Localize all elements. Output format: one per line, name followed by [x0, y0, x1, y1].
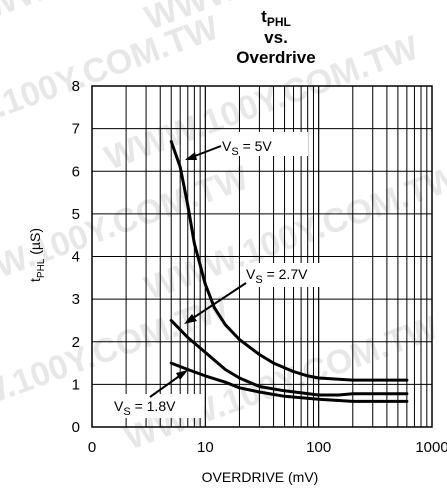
x-axis-label: OVERDRIVE (mV) [202, 469, 319, 485]
x-tick-label: 100 [306, 439, 331, 456]
y-tick-label: 4 [72, 249, 80, 266]
plot-area: 0 1 2 3 4 5 6 7 8 0 10 100 1000 [72, 78, 447, 456]
annotation-vs-5v-sub: S [231, 146, 238, 158]
annotation-vs-1-8v: VS = 1.8V [112, 370, 204, 418]
series-line-1 [169, 318, 409, 397]
y-axis-label: tPHL (µS) [27, 228, 47, 282]
y-tick-label: 7 [72, 121, 80, 138]
y-axis-label-unit: (µS) [27, 228, 43, 259]
y-tick-label: 1 [72, 376, 80, 393]
annotation-vs-5v-rest: = 5V [239, 138, 273, 154]
annotation-vs-1-8v-v: V [114, 398, 124, 414]
y-axis-label-t: t [27, 278, 43, 282]
chart-title-line1: tPHL [261, 7, 291, 29]
y-tick-label: 3 [72, 291, 80, 308]
x-tick-label: 0 [88, 439, 96, 456]
y-axis-label-sub: PHL [36, 258, 47, 278]
y-tick-label: 5 [72, 206, 80, 223]
annotation-vs-1-8v-rest: = 1.8V [131, 398, 176, 414]
annotation-vs-5v: VS = 5V [185, 132, 308, 160]
plot-frame [91, 85, 433, 428]
chart-title-line3: Overdrive [236, 48, 315, 67]
svg-text:VS = 5V: VS = 5V [222, 138, 272, 158]
annotation-vs-2-7v-rest: = 2.7V [263, 266, 308, 282]
y-tick-label: 0 [72, 419, 80, 436]
y-tick-label: 8 [72, 78, 80, 95]
svg-text:VS = 2.7V: VS = 2.7V [246, 266, 308, 286]
chart-title-line2: vs. [264, 28, 288, 47]
series-line-0 [169, 139, 409, 382]
series-line-2 [169, 361, 409, 403]
annotation-vs-5v-v: V [222, 138, 232, 154]
svg-text:VS = 1.8V: VS = 1.8V [114, 398, 176, 418]
annotation-vs-1-8v-sub: S [123, 406, 130, 418]
y-tick-label: 2 [72, 334, 80, 351]
annotation-vs-2-7v: VS = 2.7V [184, 263, 324, 324]
y-tick-label: 6 [72, 163, 80, 180]
x-tick-label: 1000 [415, 439, 447, 456]
annotation-vs-2-7v-sub: S [255, 274, 262, 286]
x-tick-label: 10 [197, 439, 214, 456]
chart-title-sub: PHL [267, 15, 291, 29]
annotation-vs-2-7v-v: V [246, 266, 256, 282]
watermark-layer: WWW.100Y.COM.TWWWW.100Y.COM.TWWWW.100Y.C… [0, 0, 447, 458]
chart-title-t: t [261, 7, 267, 26]
